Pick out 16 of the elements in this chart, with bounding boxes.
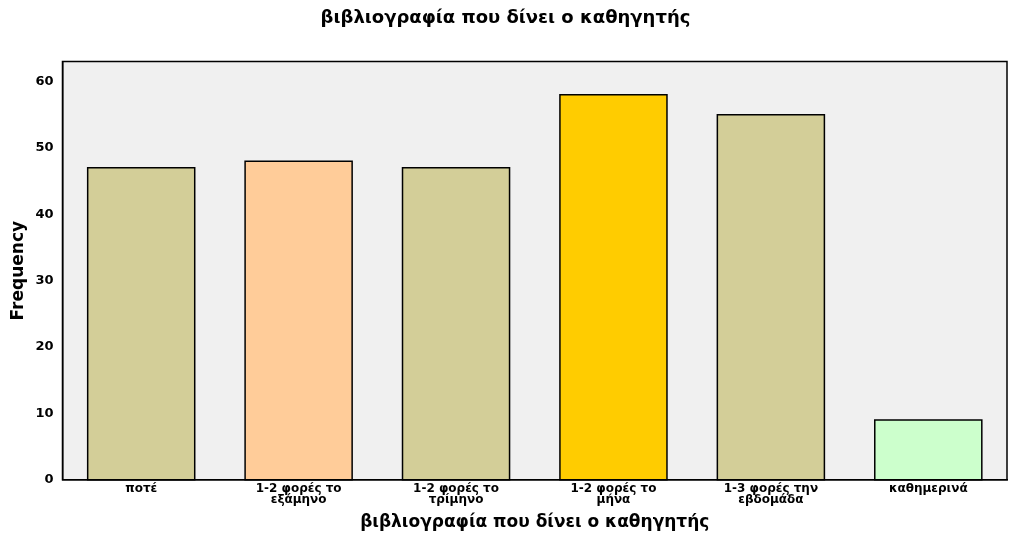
y-tick-label: 10 [35, 404, 54, 420]
x-tick-label: 1-3 φορές την εβδομάδα [723, 480, 819, 507]
y-axis-title: Frequency [6, 220, 27, 321]
chart-title: βιβλιογραφία που δίνει ο καθηγητής [320, 6, 691, 28]
y-tick-label: 40 [35, 205, 54, 221]
y-tick-label: 20 [35, 338, 54, 354]
x-tick-label: 1-2 φορές το εξάμηνο [255, 480, 342, 507]
x-tick-label: ποτέ [125, 480, 158, 495]
x-tick-label: 1-2 φορές το μήνα [570, 480, 657, 507]
y-tick-label: 50 [35, 139, 54, 155]
x-axis-title: βιβλιογραφία που δίνει ο καθηγητής [360, 511, 710, 532]
y-tick-label: 60 [35, 72, 54, 88]
x-tick-label: καθημερινά [888, 480, 968, 495]
x-tick-label: 1-2 φορές το τρίμηνο [413, 480, 500, 507]
y-tick-label: 30 [35, 272, 54, 288]
y-tick-label: 0 [44, 471, 54, 487]
